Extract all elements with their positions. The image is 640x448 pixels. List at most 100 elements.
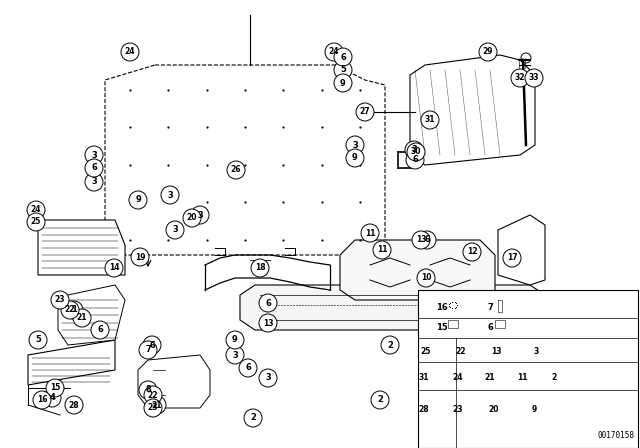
Text: 5: 5: [35, 336, 41, 345]
Text: 28: 28: [419, 405, 429, 414]
Circle shape: [91, 321, 109, 339]
Circle shape: [405, 141, 423, 159]
Text: 11: 11: [377, 246, 387, 254]
Circle shape: [334, 48, 352, 66]
Polygon shape: [38, 220, 125, 275]
Circle shape: [226, 331, 244, 349]
Circle shape: [43, 389, 61, 407]
Circle shape: [46, 379, 64, 397]
Text: 26: 26: [231, 165, 241, 175]
Text: 2: 2: [387, 340, 393, 349]
Text: 13: 13: [416, 236, 426, 245]
Circle shape: [418, 231, 436, 249]
Text: 2: 2: [377, 396, 383, 405]
Text: 9: 9: [135, 195, 141, 204]
Text: 16: 16: [36, 396, 47, 405]
Circle shape: [139, 381, 157, 399]
Polygon shape: [28, 340, 115, 385]
Text: 9: 9: [352, 154, 358, 163]
Text: 21: 21: [152, 401, 163, 409]
Text: 19: 19: [135, 253, 145, 262]
Text: 31: 31: [419, 374, 429, 383]
Text: 2: 2: [250, 414, 256, 422]
Circle shape: [259, 314, 277, 332]
Circle shape: [463, 243, 481, 261]
Polygon shape: [240, 285, 545, 330]
Circle shape: [479, 43, 497, 61]
Circle shape: [325, 43, 343, 61]
Polygon shape: [138, 355, 210, 408]
Text: 11: 11: [365, 228, 375, 237]
Text: 6: 6: [245, 363, 251, 372]
Text: 30: 30: [411, 147, 421, 156]
Circle shape: [166, 221, 184, 239]
Circle shape: [356, 103, 374, 121]
Circle shape: [144, 386, 162, 404]
Text: 3: 3: [167, 190, 173, 199]
Text: 29: 29: [483, 47, 493, 56]
Circle shape: [65, 396, 83, 414]
Text: 3: 3: [265, 374, 271, 383]
Text: 21: 21: [77, 314, 87, 323]
Text: 9: 9: [232, 336, 238, 345]
Text: 21: 21: [484, 374, 495, 383]
Text: 6: 6: [149, 340, 155, 349]
Circle shape: [259, 294, 277, 312]
Text: 5: 5: [340, 65, 346, 74]
Text: 7: 7: [487, 302, 493, 311]
Text: 6: 6: [91, 164, 97, 172]
Text: 6: 6: [340, 52, 346, 61]
Text: 3: 3: [232, 350, 238, 359]
Circle shape: [227, 161, 245, 179]
Text: 14: 14: [109, 263, 119, 272]
Text: 6: 6: [424, 236, 430, 245]
Text: 25: 25: [31, 217, 41, 227]
Circle shape: [412, 231, 430, 249]
Text: 23: 23: [452, 405, 463, 414]
Circle shape: [51, 291, 69, 309]
Text: 24: 24: [125, 47, 135, 56]
Polygon shape: [498, 215, 545, 285]
Circle shape: [148, 396, 166, 414]
Circle shape: [85, 173, 103, 191]
Text: 3: 3: [411, 146, 417, 155]
Text: 24: 24: [329, 47, 339, 56]
Circle shape: [334, 61, 352, 79]
Text: 28: 28: [68, 401, 79, 409]
Text: 31: 31: [425, 116, 435, 125]
Polygon shape: [410, 55, 535, 165]
Circle shape: [525, 69, 543, 87]
Circle shape: [105, 259, 123, 277]
Circle shape: [183, 209, 201, 227]
Text: 24: 24: [31, 206, 41, 215]
Text: 6: 6: [97, 326, 103, 335]
Bar: [418, 290, 638, 448]
Circle shape: [161, 186, 179, 204]
Circle shape: [406, 151, 424, 169]
Text: 27: 27: [360, 108, 371, 116]
Circle shape: [27, 201, 45, 219]
Circle shape: [511, 69, 529, 87]
Text: 1: 1: [71, 306, 77, 314]
Circle shape: [373, 241, 391, 259]
Text: 7: 7: [145, 345, 151, 354]
Circle shape: [144, 399, 162, 417]
Circle shape: [417, 269, 435, 287]
Text: 25: 25: [421, 348, 431, 357]
Text: 24: 24: [452, 374, 463, 383]
Text: 20: 20: [489, 405, 499, 414]
Circle shape: [129, 191, 147, 209]
Text: 3: 3: [352, 141, 358, 150]
Text: 4: 4: [49, 393, 55, 402]
Circle shape: [139, 341, 157, 359]
Text: 20: 20: [187, 214, 197, 223]
Text: 3: 3: [91, 177, 97, 186]
Text: 11: 11: [516, 374, 527, 383]
Circle shape: [131, 248, 149, 266]
Circle shape: [407, 143, 425, 161]
Text: 16: 16: [436, 302, 448, 311]
Circle shape: [226, 346, 244, 364]
Text: 10: 10: [420, 273, 431, 283]
Text: 9: 9: [531, 405, 536, 414]
Circle shape: [381, 336, 399, 354]
